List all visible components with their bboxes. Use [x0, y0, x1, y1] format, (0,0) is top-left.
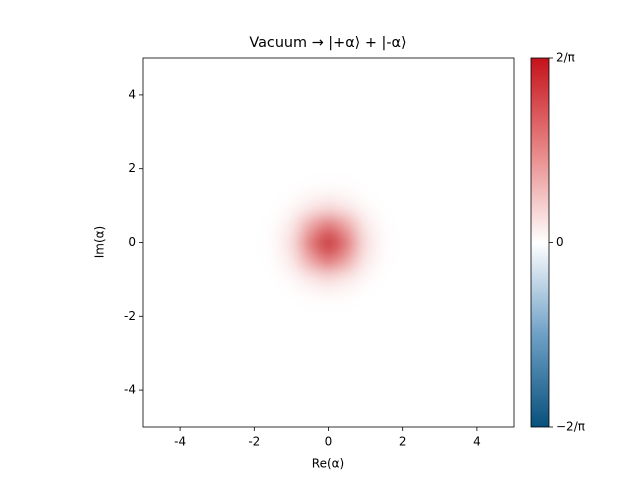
heatmap-cell — [337, 159, 357, 179]
y-tick-label: 0 — [128, 235, 136, 249]
colorbar — [530, 57, 550, 428]
heatmap-cell — [319, 196, 339, 216]
chart-title: Vacuum → |+α⟩ + |-α⟩ — [249, 35, 406, 51]
heatmap-cell — [393, 159, 413, 179]
heatmap-cell — [356, 177, 376, 197]
heatmap-cell — [319, 251, 339, 271]
colorbar-tick-label: 0 — [556, 235, 564, 249]
heatmap-cell — [300, 288, 320, 308]
heatmap-cell — [245, 307, 265, 327]
heatmap-cell — [393, 196, 413, 216]
heatmap-cell — [337, 288, 357, 308]
heatmap-cell — [337, 307, 357, 327]
heatmap-cell — [263, 159, 283, 179]
heatmap-cell — [319, 214, 339, 234]
heatmap-cell — [356, 214, 376, 234]
heatmap-cell — [393, 288, 413, 308]
heatmap-cell — [374, 233, 394, 253]
heatmap-cell — [263, 307, 283, 327]
heatmap-cell — [374, 159, 394, 179]
heatmap-cell — [393, 251, 413, 271]
heatmap-cell — [263, 196, 283, 216]
colorbar-tick-label: 2/π — [556, 51, 575, 65]
heatmap-cell — [282, 233, 302, 253]
heatmap-cell — [282, 288, 302, 308]
x-tick-label: -4 — [174, 435, 186, 449]
heatmap-cell — [282, 196, 302, 216]
heatmap-cell — [300, 177, 320, 197]
x-axis-label: Re(α) — [312, 457, 344, 471]
heatmap-cell — [374, 307, 394, 327]
heatmap-cell — [393, 214, 413, 234]
heatmap-cell — [282, 270, 302, 290]
heatmap-cell — [245, 270, 265, 290]
heatmap-cell — [263, 233, 283, 253]
heatmap-cell — [300, 214, 320, 234]
heatmap-cell — [374, 270, 394, 290]
heatmap-cell — [263, 214, 283, 234]
y-tick-label: 2 — [128, 161, 136, 175]
heatmap-cell — [356, 196, 376, 216]
heatmap-cell — [263, 270, 283, 290]
heatmap-cell — [300, 307, 320, 327]
heatmap-cell — [300, 159, 320, 179]
heatmap-cell — [300, 233, 320, 253]
heatmap-cell — [337, 214, 357, 234]
x-tick-label: 4 — [473, 435, 481, 449]
y-tick-label: -4 — [124, 383, 136, 397]
heatmap-cell — [245, 288, 265, 308]
heatmap-cell — [282, 159, 302, 179]
heatmap-cell — [282, 214, 302, 234]
heatmap-cell — [245, 233, 265, 253]
heatmap-cell — [300, 196, 320, 216]
heatmap-cell — [374, 214, 394, 234]
heatmap-cell — [356, 233, 376, 253]
heatmap-cell — [337, 177, 357, 197]
heatmap-cell — [356, 270, 376, 290]
heatmap-cell — [356, 288, 376, 308]
heatmap-cell — [245, 214, 265, 234]
heatmap-cell — [245, 159, 265, 179]
heatmap-cell — [263, 251, 283, 271]
heatmap-cell — [300, 251, 320, 271]
heatmap-cell — [245, 251, 265, 271]
heatmap-cell — [319, 288, 339, 308]
x-tick-label: -2 — [248, 435, 260, 449]
heatmap-cell — [356, 251, 376, 271]
heatmap-cell — [393, 270, 413, 290]
heatmap-cell — [356, 307, 376, 327]
y-tick-label: 4 — [128, 87, 136, 101]
x-tick-label: 2 — [399, 435, 407, 449]
heatmap-cell — [337, 270, 357, 290]
heatmap-cell — [319, 307, 339, 327]
heatmap-cell — [374, 177, 394, 197]
heatmap-cell — [282, 177, 302, 197]
heatmap-cell — [263, 288, 283, 308]
colorbar-tick-label: −2/π — [556, 420, 585, 434]
heatmap-cell — [374, 251, 394, 271]
heatmap-cell — [356, 159, 376, 179]
x-tick-label: 0 — [325, 435, 333, 449]
heatmap-cell — [282, 251, 302, 271]
heatmap-cell — [319, 177, 339, 197]
heatmap-cell — [319, 159, 339, 179]
heatmap-cell — [393, 177, 413, 197]
heatmap-cell — [374, 196, 394, 216]
y-tick-label: -2 — [124, 309, 136, 323]
heatmap-cell — [374, 288, 394, 308]
heatmap-cell — [337, 196, 357, 216]
y-axis-label: Im(α) — [93, 226, 107, 259]
heatmap-cell — [393, 233, 413, 253]
heatmap-cell — [319, 270, 339, 290]
heatmap-cell — [300, 270, 320, 290]
heatmap-cell — [263, 177, 283, 197]
heatmap-cell — [245, 196, 265, 216]
heatmap-cell — [245, 177, 265, 197]
heatmap-cell — [282, 307, 302, 327]
heatmap-cell — [337, 233, 357, 253]
heatmap-cell — [337, 251, 357, 271]
heatmap-cell — [393, 307, 413, 327]
heatmap-cell — [319, 233, 339, 253]
